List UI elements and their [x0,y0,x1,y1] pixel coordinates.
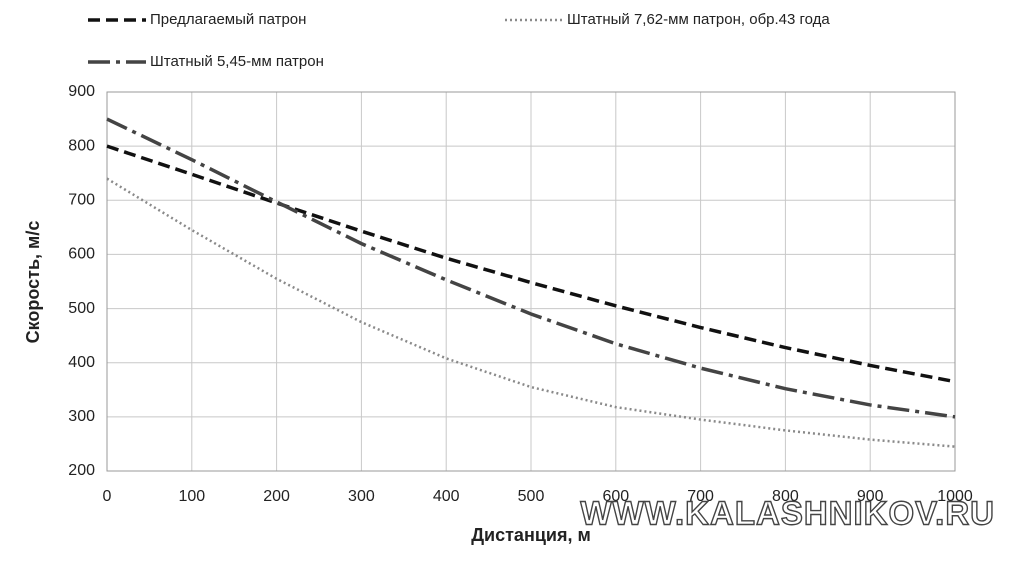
plot-border [106,91,956,472]
x-tick-label: 100 [178,488,205,505]
x-tick-label: 400 [433,488,460,505]
y-tick-label: 700 [68,192,95,209]
legend-label: Штатный 5,45-мм патрон [150,53,324,70]
x-tick-label: 1000 [937,488,973,505]
y-tick-label: 600 [68,246,95,263]
legend-label: Предлагаемый патрон [150,11,306,28]
data-line [106,144,956,384]
y-tick-label: 200 [68,462,95,479]
x-tick-label: 800 [772,488,799,505]
y-tick-label: 300 [68,408,95,425]
y-tick-label: 900 [68,83,95,100]
x-tick-label: 0 [103,488,112,505]
x-tick-label: 300 [348,488,375,505]
data-line [106,177,956,448]
y-axis-title: Скорость, м/с [23,221,43,344]
legend-label: Штатный 7,62-мм патрон, обр.43 года [567,11,830,28]
x-axis-title: Дистанция, м [471,525,591,545]
x-tick-label: 200 [263,488,290,505]
x-tick-label: 600 [602,488,629,505]
y-tick-label: 400 [68,354,95,371]
x-tick-label: 700 [687,488,714,505]
watermark: WWW.KALASHNIKOV.RU [580,495,995,532]
x-tick-label: 500 [518,488,545,505]
y-tick-label: 800 [68,137,95,154]
x-tick-label: 900 [857,488,884,505]
data-line [106,117,956,419]
y-tick-label: 500 [68,300,95,317]
